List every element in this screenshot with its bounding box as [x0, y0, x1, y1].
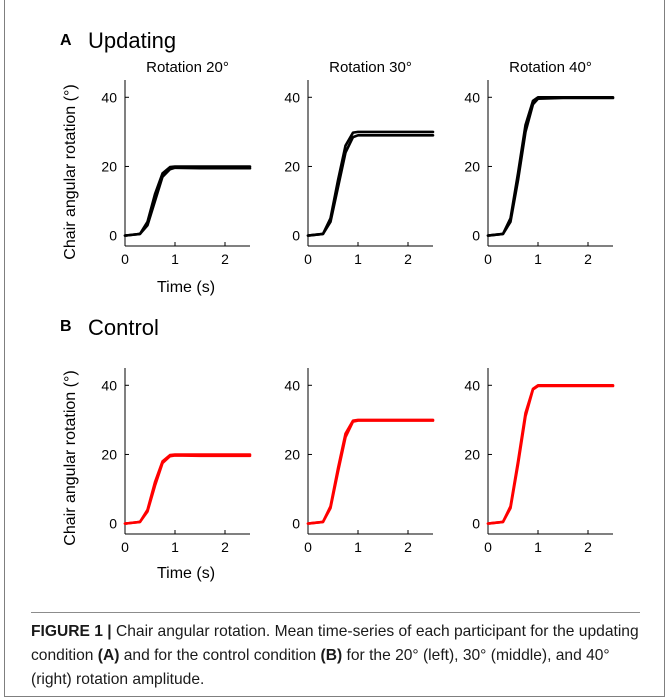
x-tick-label: 2: [221, 251, 229, 267]
y-tick-label: 0: [472, 228, 480, 244]
x-tick-label: 1: [171, 251, 179, 267]
panel-a-xlabel: Time (s): [157, 279, 215, 296]
caption-ref-b: (B): [320, 647, 343, 664]
y-tick-label: 40: [464, 377, 480, 393]
panel-a-ylabel: Chair angular rotation (°): [62, 84, 79, 259]
x-tick-label: 1: [354, 539, 362, 555]
panel-a-letter: A: [60, 32, 72, 49]
caption-text-1: Chair angular rotation. Mean time-series…: [31, 623, 639, 664]
y-tick-label: 0: [109, 228, 117, 244]
y-tick-label: 40: [284, 377, 300, 393]
y-tick-label: 20: [284, 446, 300, 462]
x-tick-label: 0: [121, 251, 129, 267]
x-tick-label: 2: [404, 539, 412, 555]
series-line-1: [123, 165, 252, 237]
x-tick-label: 0: [484, 251, 492, 267]
series-line-1: [306, 130, 435, 237]
y-tick-label: 20: [101, 158, 117, 174]
caption-divider: [31, 612, 640, 613]
figure-frame: [4, 0, 665, 697]
y-tick-label: 0: [109, 516, 117, 532]
x-tick-label: 0: [484, 539, 492, 555]
x-tick-label: 2: [584, 539, 592, 555]
caption-text-2: and for the control condition: [119, 647, 321, 664]
y-tick-label: 0: [472, 516, 480, 532]
caption-ref-a: (A): [97, 647, 120, 664]
y-tick-label: 20: [464, 446, 480, 462]
y-tick-label: 0: [292, 516, 300, 532]
x-tick-label: 2: [584, 251, 592, 267]
x-tick-label: 1: [354, 251, 362, 267]
series-line-2: [306, 419, 435, 525]
series-line-1: [486, 96, 615, 237]
y-tick-label: 20: [284, 158, 300, 174]
x-tick-label: 2: [404, 251, 412, 267]
y-tick-label: 20: [464, 158, 480, 174]
series-line-2: [486, 96, 615, 237]
series-line-1: [306, 418, 435, 525]
figure-plots: A Updating B Control Chair angular rotat…: [60, 28, 615, 582]
panel-b-xlabel: Time (s): [157, 565, 215, 582]
caption-text-3: for the 20° (left), 30° (middle), and 40…: [31, 647, 610, 688]
subplot-title: Rotation 20°: [146, 59, 229, 76]
y-tick-label: 40: [284, 89, 300, 105]
x-tick-label: 1: [534, 251, 542, 267]
panel-b-ylabel: Chair angular rotation (°): [62, 370, 79, 545]
series-line-2: [123, 166, 252, 237]
x-tick-label: 2: [221, 539, 229, 555]
y-tick-label: 40: [101, 377, 117, 393]
subplot-title: Rotation 30°: [329, 59, 412, 76]
series-line-1: [123, 453, 252, 525]
panel-b-letter: B: [60, 318, 72, 335]
figure-caption: FIGURE 1 | Chair angular rotation. Mean …: [31, 620, 646, 692]
series-line-2: [306, 134, 435, 237]
x-tick-label: 0: [121, 539, 129, 555]
series-line-2: [486, 384, 615, 525]
panel-b-title: Control: [88, 315, 159, 340]
caption-label: FIGURE 1 |: [31, 623, 112, 640]
series-line-1: [486, 384, 615, 525]
x-tick-label: 0: [304, 539, 312, 555]
subplot-title: Rotation 40°: [509, 59, 592, 76]
y-tick-label: 40: [464, 89, 480, 105]
panel-a-title: Updating: [88, 28, 176, 53]
x-tick-label: 1: [171, 539, 179, 555]
x-tick-label: 0: [304, 251, 312, 267]
y-tick-label: 0: [292, 228, 300, 244]
y-tick-label: 40: [101, 89, 117, 105]
y-tick-label: 20: [101, 446, 117, 462]
series-line-2: [123, 454, 252, 525]
x-tick-label: 1: [534, 539, 542, 555]
